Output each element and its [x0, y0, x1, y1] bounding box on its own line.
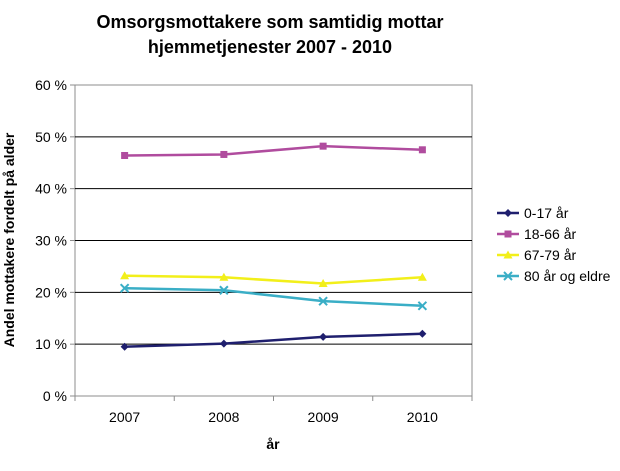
- legend-label: 80 år og eldre: [524, 267, 611, 284]
- y-tick-label: 10 %: [35, 336, 67, 352]
- series-3-point: [318, 296, 328, 306]
- series-line-3: [124, 286, 423, 308]
- series-0-point: [418, 329, 427, 338]
- x-tick-label: 2008: [208, 409, 239, 425]
- y-tick-label: 40 %: [35, 181, 67, 197]
- chart-title-line-2: hjemmetjenester 2007 - 2010: [147, 37, 393, 57]
- y-tick-label: 0 %: [43, 388, 67, 404]
- y-tick-label: 20 %: [35, 284, 67, 300]
- series-0-point: [120, 342, 129, 351]
- legend-item: 67-79 år: [496, 244, 610, 265]
- x-tick-label: 2009: [308, 409, 339, 425]
- series-1-point: [121, 151, 129, 159]
- chart-title: Omsorgsmottakere som samtidig mottar hje…: [60, 10, 480, 60]
- series-1-point: [220, 150, 228, 158]
- series-1-point: [319, 142, 327, 150]
- legend: 0-17 år 18-66 år 67-79 år 80 år og eldre: [496, 202, 610, 286]
- legend-item: 0-17 år: [496, 202, 610, 223]
- series-markers: [119, 142, 428, 351]
- y-axis-title: Andel mottakere fordelt på alder: [1, 132, 17, 347]
- series-3-point: [219, 285, 229, 295]
- x-axis-title: år: [266, 436, 280, 452]
- gridlines: [70, 84, 472, 397]
- series-2-point: [417, 272, 427, 281]
- y-tick-label: 30 %: [35, 233, 67, 249]
- x-tick-label: 2010: [407, 409, 438, 425]
- legend-swatch: [497, 270, 519, 281]
- series-line-0: [124, 332, 423, 349]
- legend-item: 18-66 år: [496, 223, 610, 244]
- y-tick-label: 60 %: [35, 77, 67, 93]
- legend-marker: [504, 208, 512, 217]
- legend-label: 67-79 år: [524, 246, 577, 263]
- series-0-point: [219, 339, 228, 348]
- series-2-point: [318, 279, 328, 288]
- series-line-1: [124, 144, 423, 157]
- series-2-point: [120, 271, 130, 280]
- series-1-point: [418, 146, 426, 154]
- legend-swatch: [497, 250, 519, 258]
- legend-label: 18-66 år: [524, 225, 577, 242]
- y-axis-tick-labels: 0 % 10 % 20 % 30 % 40 % 50 % 60 %: [35, 77, 67, 404]
- legend-swatch: [497, 208, 519, 217]
- legend-marker: [503, 270, 513, 281]
- x-tick-label: 2007: [109, 409, 140, 425]
- series-3-point: [119, 283, 130, 293]
- series-2-point: [219, 272, 229, 281]
- x-axis-tick-labels: 2007 2008 2009 2010: [74, 396, 473, 425]
- series-3-point: [417, 301, 428, 311]
- series-0-point: [319, 332, 328, 341]
- legend-label: 0-17 år: [524, 204, 569, 221]
- y-tick-label: 50 %: [35, 129, 67, 145]
- legend-marker: [504, 230, 512, 237]
- series-lines: [124, 144, 423, 349]
- legend-swatch: [497, 230, 519, 237]
- chart-title-line-1: Omsorgsmottakere som samtidig mottar: [96, 12, 444, 32]
- legend-marker: [503, 250, 513, 258]
- legend-item: 80 år og eldre: [496, 265, 610, 286]
- series-line-2: [124, 274, 423, 285]
